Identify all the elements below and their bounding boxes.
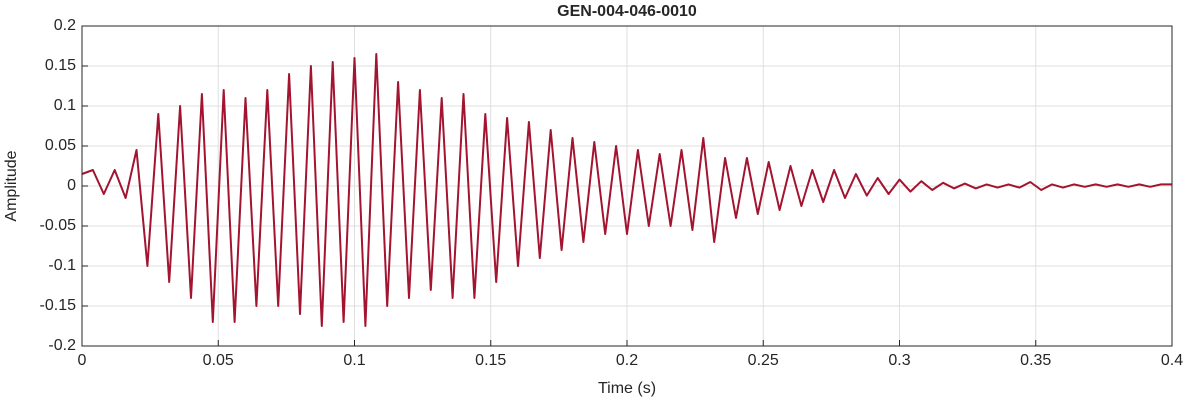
x-tick-label: 0.25 bbox=[748, 352, 779, 369]
y-tick-label: -0.2 bbox=[48, 337, 76, 354]
x-tick-label: 0 bbox=[78, 352, 87, 369]
plot bbox=[81, 53, 1172, 327]
x-axis-label: Time (s) bbox=[598, 380, 656, 397]
x-tick-label: 0.05 bbox=[203, 352, 234, 369]
x-tick-label: 0.2 bbox=[616, 352, 638, 369]
signal-line bbox=[81, 53, 1172, 327]
y-tick-label: -0.1 bbox=[48, 257, 76, 274]
y-tick-label: 0.05 bbox=[45, 137, 76, 154]
grid bbox=[81, 25, 1173, 347]
x-tick-label: 0.1 bbox=[343, 352, 365, 369]
x-tick-label: 0.15 bbox=[475, 352, 506, 369]
y-tick-label: 0.2 bbox=[54, 17, 76, 34]
x-tick-label: 0.4 bbox=[1161, 352, 1183, 369]
y-tick-label: 0.1 bbox=[54, 97, 76, 114]
x-tick-label: 0.35 bbox=[1020, 352, 1051, 369]
y-tick-label: 0.15 bbox=[45, 57, 76, 74]
chart-title: GEN-004-046-0010 bbox=[557, 3, 697, 20]
y-tick-label: 0 bbox=[67, 177, 76, 194]
x-tick-label: 0.3 bbox=[888, 352, 910, 369]
y-axis-label: Amplitude bbox=[3, 150, 20, 221]
y-tick-label: -0.05 bbox=[40, 217, 77, 234]
y-tick-label: -0.15 bbox=[40, 297, 77, 314]
